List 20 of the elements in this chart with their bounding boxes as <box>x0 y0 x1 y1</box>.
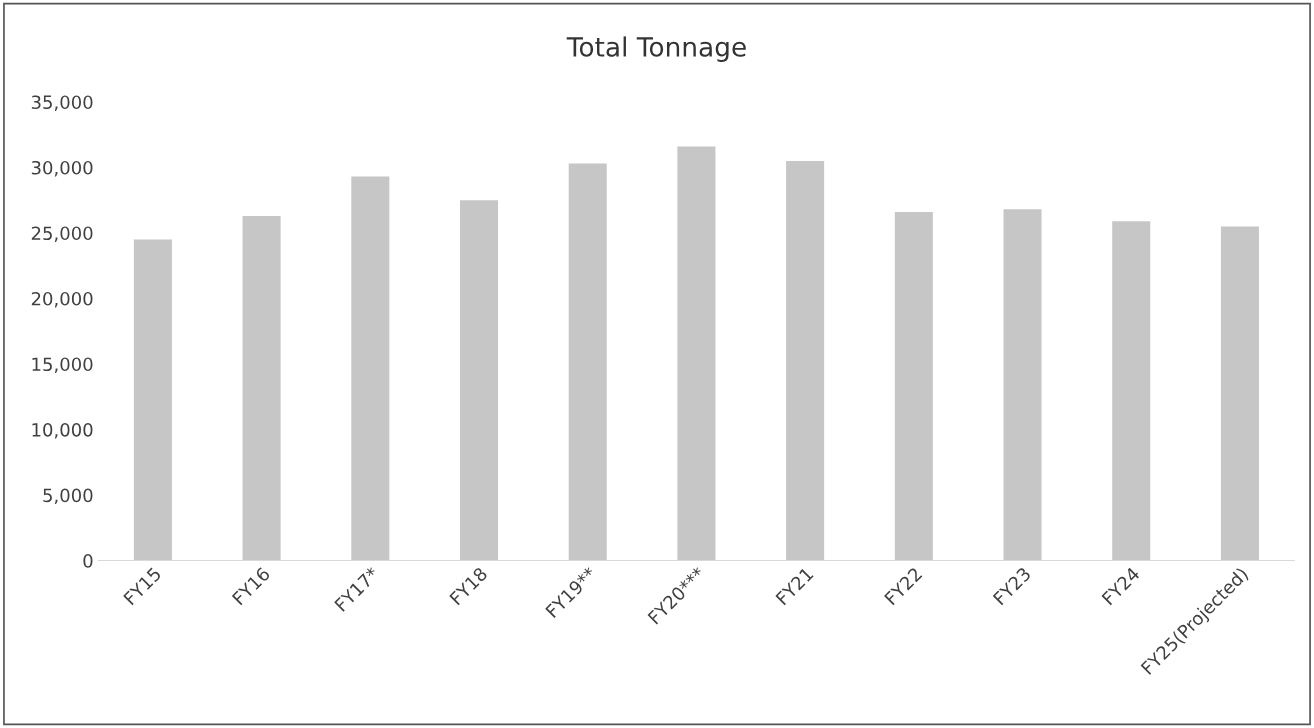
bar <box>1220 226 1259 561</box>
bar <box>568 163 607 561</box>
y-tick-label: 30,000 <box>31 160 93 177</box>
y-tick-label: 15,000 <box>32 357 93 373</box>
bar <box>786 160 825 561</box>
bar <box>459 200 499 561</box>
bar <box>1003 209 1042 561</box>
bar <box>1112 221 1151 561</box>
y-tick-label: 25,000 <box>31 226 93 242</box>
bar <box>351 176 390 561</box>
bar <box>677 146 716 561</box>
y-tick-label: 20,000 <box>31 291 93 308</box>
bar <box>894 211 933 561</box>
chart-title: Total Tonnage <box>566 36 746 62</box>
y-tick-label: 35,000 <box>31 95 93 111</box>
y-tick-label: 5,000 <box>43 488 93 504</box>
bar <box>133 239 172 561</box>
bar <box>242 215 281 561</box>
y-tick-label: 0 <box>83 554 93 568</box>
y-tick-label: 10,000 <box>32 422 93 439</box>
